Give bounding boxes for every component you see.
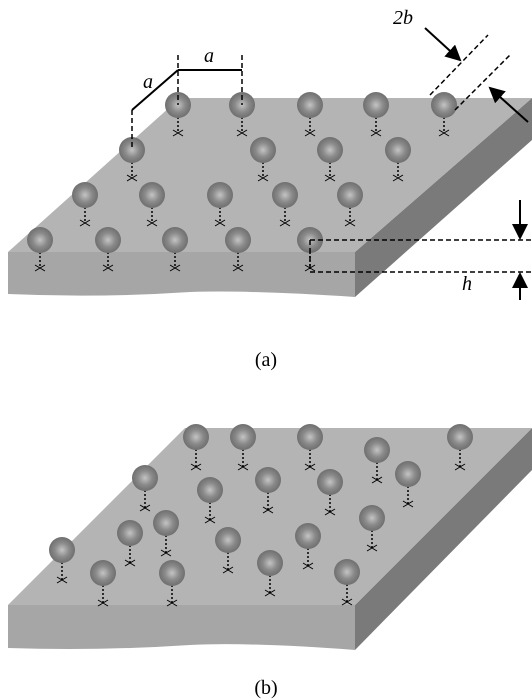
particle [317,137,343,163]
label-h: h [462,273,472,295]
particle [90,560,116,586]
particle [334,559,360,585]
particle [337,182,363,208]
particle [183,424,209,450]
particle [197,477,223,503]
label-a: a [204,45,214,67]
particle [225,227,251,253]
label-a: a [143,71,153,93]
particle [27,227,53,253]
particle [230,424,256,450]
particle [250,137,276,163]
particle [359,505,385,531]
particle [385,137,411,163]
particle [295,523,321,549]
figure: a a 2b h (a) (b) [0,0,532,700]
particle [117,520,143,546]
particle [272,182,298,208]
particle [119,137,145,163]
slab-b [8,428,532,650]
particle [447,424,473,450]
particle [139,182,165,208]
caption: (b) [254,677,277,699]
particle [49,537,75,563]
particle [297,424,323,450]
particle [207,182,233,208]
particle [364,437,390,463]
particle [363,92,389,118]
particle [317,469,343,495]
particle [153,510,179,536]
caption: (a) [255,349,277,371]
particle [215,527,241,553]
particle [72,182,98,208]
particle [297,92,323,118]
particle [255,467,281,493]
particle [162,227,188,253]
particle [395,461,421,487]
particle [95,227,121,253]
particle [132,465,158,491]
label-2b: 2b [393,7,413,29]
particle [431,92,457,118]
particle [159,560,185,586]
particle [257,550,283,576]
